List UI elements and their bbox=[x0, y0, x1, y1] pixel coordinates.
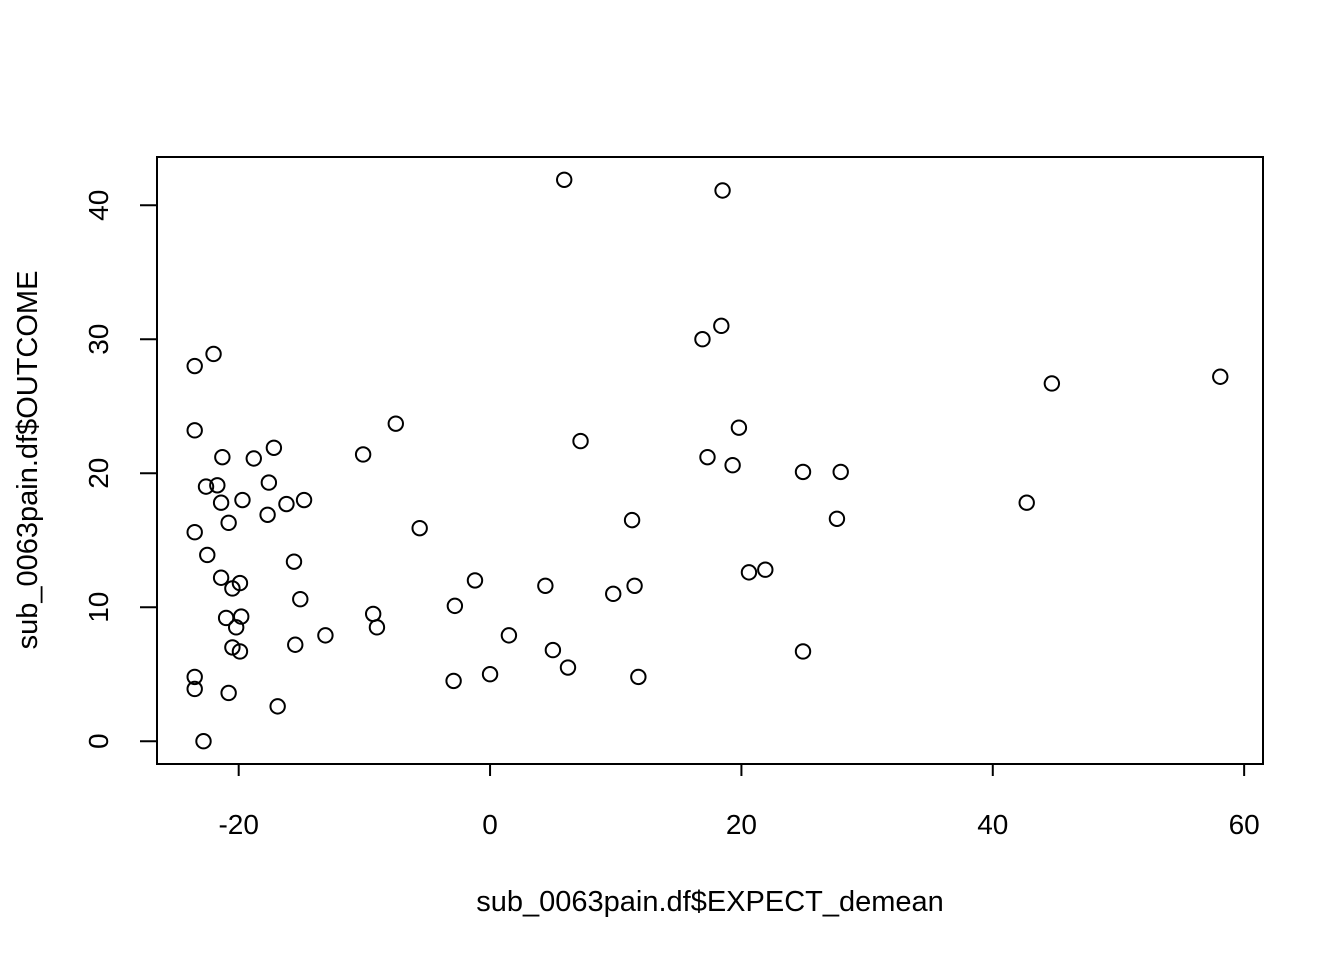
data-point bbox=[269, 698, 286, 715]
data-point bbox=[446, 597, 464, 615]
data-point bbox=[605, 585, 622, 603]
x-axis-label: sub_0063pain.df$EXPECT_demean bbox=[476, 886, 944, 918]
data-point bbox=[699, 448, 716, 466]
data-point bbox=[186, 357, 203, 375]
data-point bbox=[832, 463, 849, 481]
data-point bbox=[195, 733, 212, 750]
data-point bbox=[713, 317, 730, 335]
data-point bbox=[209, 477, 226, 494]
data-point bbox=[205, 345, 222, 363]
data-point bbox=[287, 636, 304, 653]
data-point bbox=[724, 456, 741, 474]
data-point bbox=[259, 506, 276, 523]
data-point bbox=[186, 422, 203, 439]
data-point bbox=[285, 553, 303, 570]
data-point bbox=[231, 643, 249, 660]
data-point bbox=[1018, 494, 1035, 511]
data-points bbox=[186, 171, 1229, 750]
data-point bbox=[794, 643, 812, 660]
data-point bbox=[623, 511, 641, 529]
data-point bbox=[224, 580, 241, 597]
data-point bbox=[694, 331, 711, 348]
data-point bbox=[292, 590, 309, 608]
y-tick-label: 10 bbox=[83, 592, 114, 623]
data-point bbox=[265, 439, 283, 456]
data-point bbox=[364, 605, 382, 623]
data-point bbox=[481, 666, 499, 683]
data-point bbox=[714, 182, 731, 199]
data-point bbox=[186, 523, 203, 541]
data-point bbox=[466, 572, 484, 589]
plot-frame bbox=[156, 156, 1264, 765]
y-tick-label: 20 bbox=[83, 458, 114, 489]
data-point bbox=[214, 448, 231, 466]
data-point bbox=[730, 419, 748, 436]
data-point bbox=[220, 684, 237, 702]
data-point bbox=[740, 564, 758, 581]
x-tick-label: 20 bbox=[726, 809, 757, 840]
data-point bbox=[757, 561, 774, 578]
data-point bbox=[626, 577, 643, 594]
data-point bbox=[317, 627, 334, 644]
data-point bbox=[295, 491, 313, 509]
x-tick-label: 60 bbox=[1229, 809, 1260, 840]
data-point bbox=[445, 672, 462, 690]
data-point bbox=[220, 514, 237, 532]
x-axis: -20 0 20 40 60 bbox=[218, 763, 1260, 840]
data-point bbox=[544, 641, 562, 659]
data-point bbox=[212, 494, 230, 511]
y-tick-label: 0 bbox=[83, 733, 114, 749]
x-tick-label: 40 bbox=[977, 809, 1008, 840]
data-point bbox=[537, 577, 554, 594]
data-point bbox=[186, 668, 203, 686]
data-point bbox=[354, 446, 372, 463]
data-point bbox=[234, 491, 251, 509]
data-point bbox=[227, 619, 245, 636]
data-point bbox=[1043, 375, 1061, 392]
x-tick-label: -20 bbox=[218, 809, 258, 840]
y-tick-label: 30 bbox=[83, 324, 114, 355]
data-point bbox=[411, 519, 428, 537]
data-point bbox=[387, 415, 404, 432]
y-tick-label: 40 bbox=[83, 190, 114, 221]
y-axis-label: sub_0063pain.df$OUTCOME bbox=[12, 271, 44, 650]
y-axis: 0 10 20 30 40 bbox=[83, 190, 158, 749]
data-point bbox=[245, 450, 262, 467]
data-point bbox=[794, 463, 812, 481]
data-point bbox=[199, 546, 216, 564]
data-point bbox=[556, 171, 573, 188]
data-point bbox=[572, 432, 589, 450]
data-point bbox=[260, 474, 278, 491]
data-point bbox=[828, 510, 846, 527]
data-point bbox=[630, 668, 647, 686]
data-point bbox=[278, 495, 295, 513]
data-point bbox=[217, 609, 235, 627]
data-point bbox=[368, 619, 386, 636]
data-point bbox=[197, 478, 215, 495]
data-point bbox=[559, 659, 577, 676]
data-point bbox=[212, 569, 230, 586]
data-point bbox=[500, 627, 518, 644]
data-point bbox=[1212, 368, 1229, 385]
data-point bbox=[186, 680, 203, 698]
x-tick-label: 0 bbox=[482, 809, 498, 840]
